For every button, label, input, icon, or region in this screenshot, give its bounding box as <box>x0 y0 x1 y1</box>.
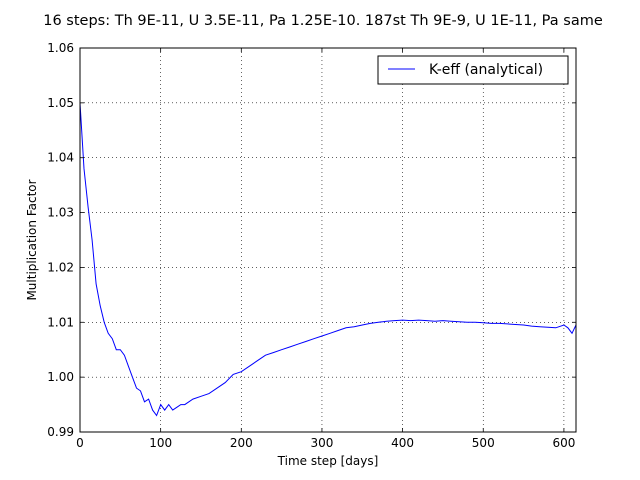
y-tick-label: 1.02 <box>47 260 74 274</box>
y-tick-labels: 0.99 1.00 1.01 1.02 1.03 1.04 1.05 1.06 <box>47 41 74 439</box>
x-tick-label: 100 <box>149 436 172 450</box>
x-tick-label: 500 <box>472 436 495 450</box>
y-tick-label: 1.00 <box>47 370 74 384</box>
plot-area-frame <box>79 47 577 433</box>
legend-label: K-eff (analytical) <box>429 62 543 78</box>
y-tick-label: 0.99 <box>47 425 74 439</box>
y-tick-label: 1.06 <box>47 41 74 55</box>
x-tick-label: 200 <box>230 436 253 450</box>
x-tick-label: 300 <box>310 436 333 450</box>
x-tick-label: 600 <box>552 436 575 450</box>
legend-box <box>377 55 569 85</box>
axis-ticks <box>79 47 576 433</box>
y-tick-label: 1.04 <box>47 151 74 165</box>
chart-title: 16 steps: Th 9E-11, U 3.5E-11, Pa 1.25E-… <box>43 13 603 29</box>
legend: K-eff (analytical) <box>377 55 569 85</box>
x-tick-labels: 0 100 200 300 400 500 600 <box>76 436 575 450</box>
x-tick-label: 0 <box>76 436 84 450</box>
x-axis-label: Time step [days] <box>277 454 379 468</box>
grid-lines <box>79 47 576 433</box>
series-line-k-eff <box>79 102 577 417</box>
y-tick-label: 1.01 <box>47 315 74 329</box>
x-tick-label: 400 <box>391 436 414 450</box>
series-lines <box>79 102 577 417</box>
y-tick-label: 1.03 <box>47 206 74 220</box>
y-tick-label: 1.05 <box>47 96 74 110</box>
y-axis-label: Multiplication Factor <box>25 179 39 300</box>
